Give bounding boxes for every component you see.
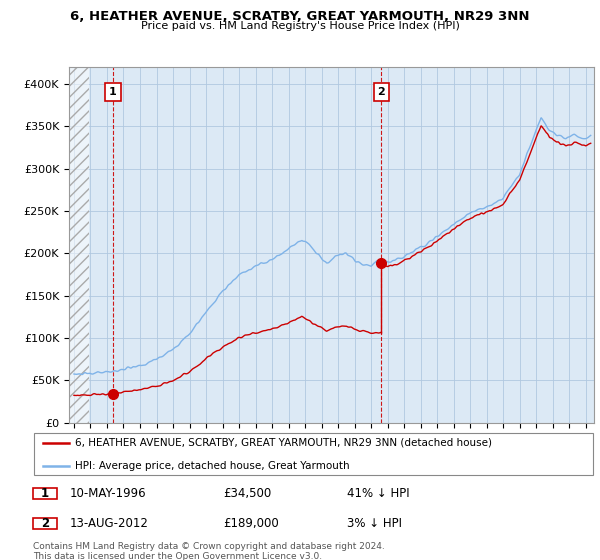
Text: Contains HM Land Registry data © Crown copyright and database right 2024.
This d: Contains HM Land Registry data © Crown c… <box>33 542 385 560</box>
Text: Price paid vs. HM Land Registry's House Price Index (HPI): Price paid vs. HM Land Registry's House … <box>140 21 460 31</box>
Text: 1: 1 <box>41 487 49 500</box>
Text: 2: 2 <box>377 87 385 97</box>
Text: 6, HEATHER AVENUE, SCRATBY, GREAT YARMOUTH, NR29 3NN: 6, HEATHER AVENUE, SCRATBY, GREAT YARMOU… <box>70 10 530 23</box>
Text: £189,000: £189,000 <box>224 517 280 530</box>
Text: 1: 1 <box>109 87 117 97</box>
FancyBboxPatch shape <box>33 518 56 529</box>
Text: £34,500: £34,500 <box>224 487 272 500</box>
Text: 13-AUG-2012: 13-AUG-2012 <box>70 517 148 530</box>
Text: 6, HEATHER AVENUE, SCRATBY, GREAT YARMOUTH, NR29 3NN (detached house): 6, HEATHER AVENUE, SCRATBY, GREAT YARMOU… <box>75 438 492 447</box>
Text: 41% ↓ HPI: 41% ↓ HPI <box>347 487 410 500</box>
Text: HPI: Average price, detached house, Great Yarmouth: HPI: Average price, detached house, Grea… <box>75 461 350 470</box>
Bar <box>69 67 89 423</box>
Text: 2: 2 <box>41 517 49 530</box>
Text: 3% ↓ HPI: 3% ↓ HPI <box>347 517 402 530</box>
FancyBboxPatch shape <box>34 432 593 475</box>
Text: 10-MAY-1996: 10-MAY-1996 <box>70 487 146 500</box>
FancyBboxPatch shape <box>33 488 56 499</box>
